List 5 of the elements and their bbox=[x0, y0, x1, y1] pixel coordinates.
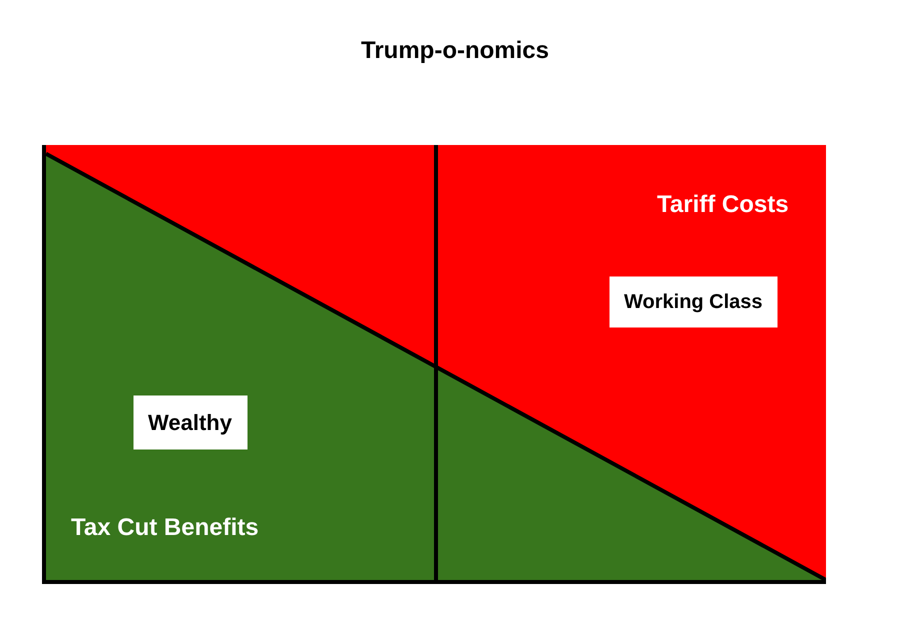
annotation: Working Class bbox=[624, 291, 763, 313]
chart-title: Trump-o-nomics bbox=[360, 36, 550, 64]
annotation: Tax Cut Benefits bbox=[71, 514, 259, 541]
annotation: Tariff Costs bbox=[657, 191, 789, 218]
annotation: Wealthy bbox=[148, 410, 233, 435]
